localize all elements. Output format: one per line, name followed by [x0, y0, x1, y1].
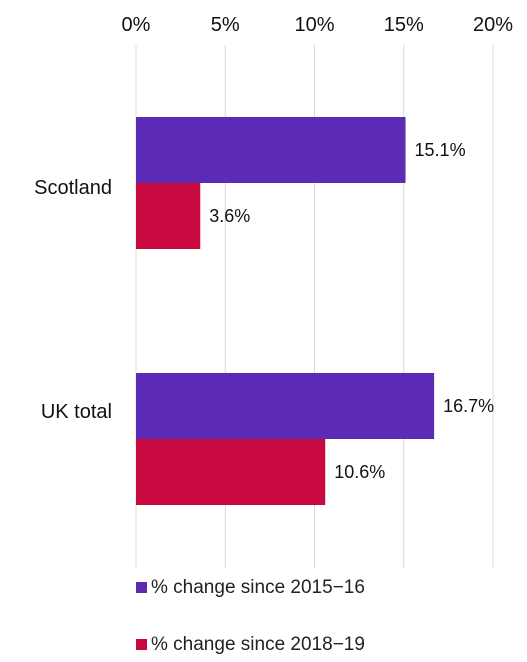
category-labels: Scotland UK total	[34, 177, 112, 423]
x-tick-label: 20%	[473, 14, 513, 36]
data-label: 16.7%	[443, 396, 494, 416]
legend-label: % change since 2015−16	[151, 577, 365, 598]
x-tick-label: 5%	[211, 14, 240, 36]
bars	[136, 117, 435, 505]
category-label: UK total	[41, 401, 112, 423]
category-label: Scotland	[34, 177, 112, 199]
data-label: 3.6%	[209, 206, 250, 226]
bar-since-2018-19	[136, 439, 326, 505]
data-label: 15.1%	[415, 140, 466, 160]
legend-label: % change since 2018−19	[151, 634, 365, 655]
legend-swatch	[136, 639, 147, 650]
bar-since-2015-16	[136, 373, 435, 439]
x-tick-label: 0%	[122, 14, 151, 36]
bar-since-2018-19	[136, 183, 201, 249]
x-tick-label: 10%	[294, 14, 334, 36]
legend-swatch	[136, 582, 147, 593]
bar-since-2015-16	[136, 117, 406, 183]
data-label: 10.6%	[334, 462, 385, 482]
legend: % change since 2015−16 % change since 201…	[136, 577, 365, 655]
x-axis-tick-labels: 0% 5% 10% 15% 20%	[122, 14, 514, 36]
x-tick-label: 15%	[384, 14, 424, 36]
data-labels: 15.1% 3.6% 16.7% 10.6%	[209, 140, 494, 482]
